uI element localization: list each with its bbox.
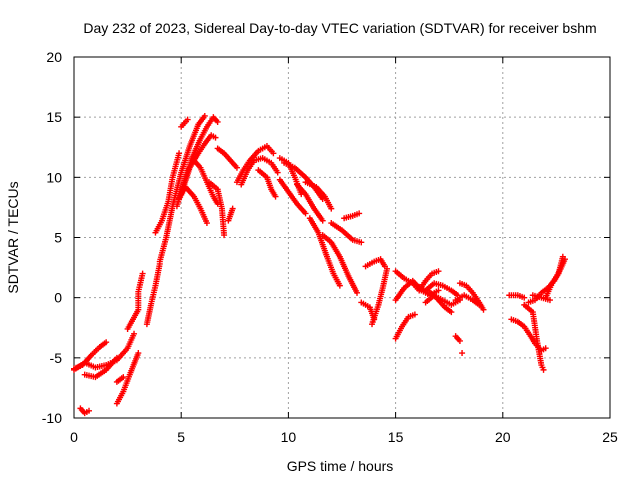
data-point <box>139 270 146 277</box>
data-point <box>302 210 309 217</box>
y-tick-label: 0 <box>54 290 62 306</box>
series-track-30 <box>341 210 363 222</box>
series-track-7 <box>124 270 146 332</box>
series-track-16 <box>206 179 228 239</box>
data-point <box>336 282 343 289</box>
series-track-49 <box>542 253 566 301</box>
x-tick-label: 25 <box>602 429 618 445</box>
data-point <box>435 287 442 294</box>
data-point <box>456 337 463 344</box>
data-point <box>435 268 442 275</box>
data-point <box>103 339 110 346</box>
series-track-20 <box>238 155 281 188</box>
series-track-5 <box>113 350 142 407</box>
series-track-33 <box>369 265 391 328</box>
y-tick-label: 20 <box>46 49 62 65</box>
data-point <box>270 150 277 157</box>
data-point <box>272 193 279 200</box>
data-point <box>328 205 335 212</box>
series-track-43 <box>459 350 466 357</box>
series-track-41 <box>452 292 483 308</box>
y-tick-label: 5 <box>54 230 62 246</box>
series-track-21 <box>255 167 279 200</box>
x-axis-label: GPS time / hours <box>287 458 394 474</box>
data-points <box>71 112 568 417</box>
data-point <box>384 265 391 272</box>
series-track-2 <box>71 330 138 373</box>
data-point <box>113 354 120 361</box>
data-point <box>358 239 365 246</box>
data-point <box>120 374 127 381</box>
series-track-3 <box>77 405 93 417</box>
chart-title: Day 232 of 2023, Sidereal Day-to-day VTE… <box>83 20 596 36</box>
data-point <box>356 210 363 217</box>
y-tick-label: -5 <box>50 350 63 366</box>
data-point <box>86 407 93 414</box>
series-track-28 <box>319 232 361 296</box>
data-point <box>229 205 236 212</box>
series-track-23 <box>281 159 326 202</box>
data-point <box>480 306 487 313</box>
series-track-45 <box>508 316 549 354</box>
series-track-39 <box>424 287 455 316</box>
series-track-24 <box>276 176 309 217</box>
data-point <box>274 169 281 176</box>
data-point <box>542 345 549 352</box>
series-track-32 <box>362 256 388 270</box>
y-tick-label: 15 <box>46 109 62 125</box>
axis-ticks: 0 5 10 15 20 25 -10 -5 0 5 10 15 20 <box>42 49 618 445</box>
x-tick-label: 10 <box>281 429 297 445</box>
x-tick-label: 0 <box>70 429 78 445</box>
series-track-36 <box>392 311 418 342</box>
series-track-46 <box>521 301 547 373</box>
series-track-42 <box>452 333 463 344</box>
x-tick-label: 5 <box>177 429 185 445</box>
series-track-17 <box>214 145 240 171</box>
data-point <box>459 350 466 357</box>
data-point <box>319 217 326 224</box>
data-point <box>221 232 228 239</box>
data-point <box>212 134 219 141</box>
y-tick-label: 10 <box>46 169 62 185</box>
series-track-44 <box>506 292 528 301</box>
series-track-11 <box>178 116 191 130</box>
series-track-10 <box>156 112 208 265</box>
data-point <box>546 297 553 304</box>
series-track-8 <box>143 260 163 328</box>
series-track-9 <box>152 150 183 236</box>
data-point <box>354 289 361 296</box>
series-track-14 <box>176 183 210 227</box>
data-point <box>184 116 191 123</box>
data-point <box>521 294 528 301</box>
data-point <box>540 366 547 373</box>
series-track-25 <box>293 181 326 224</box>
y-tick-label: -10 <box>42 410 62 426</box>
data-point <box>233 164 240 171</box>
data-point <box>201 112 208 119</box>
data-point <box>476 301 483 308</box>
data-point <box>448 309 455 316</box>
series-track-26 <box>302 179 335 212</box>
data-point <box>203 220 210 227</box>
data-point <box>176 150 183 157</box>
series-track-6 <box>113 374 127 385</box>
series-track-4 <box>81 354 120 381</box>
x-tick-label: 20 <box>495 429 511 445</box>
grid <box>74 57 610 418</box>
series-track-18 <box>225 205 236 224</box>
data-point <box>559 253 566 260</box>
data-point <box>214 118 221 125</box>
series-track-29 <box>328 220 365 246</box>
data-point <box>131 330 138 337</box>
x-tick-label: 15 <box>388 429 404 445</box>
y-axis-label: SDTVAR / TECUs <box>5 181 21 293</box>
data-point <box>135 350 142 357</box>
data-point <box>411 311 418 318</box>
